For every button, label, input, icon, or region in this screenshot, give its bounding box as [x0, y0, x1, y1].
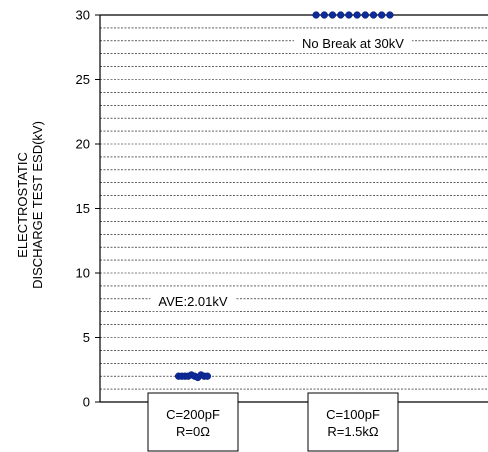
category-label-line: R=0Ω — [176, 424, 210, 439]
category-label-box: C=200pF R=0Ω — [147, 392, 239, 452]
annotation-background — [294, 33, 412, 54]
grid-lines — [100, 27, 488, 390]
category-box-border — [307, 392, 399, 452]
data-point — [353, 11, 361, 19]
data-point — [328, 11, 337, 19]
y-tick-label: 15 — [76, 201, 90, 216]
data-point — [386, 11, 394, 19]
annotation-text: No Break at 30kV — [302, 36, 404, 51]
data-point — [320, 11, 328, 19]
data-point — [312, 11, 320, 19]
annotations: No Break at 30kV AVE:2.01kV — [150, 33, 412, 312]
y-tick-label: 10 — [76, 266, 90, 281]
y-tick-label: 25 — [76, 72, 90, 87]
annotation-text: AVE:2.01kV — [158, 294, 227, 309]
y-tick-label: 20 — [76, 137, 90, 152]
y-tick-label: 30 — [76, 8, 90, 23]
data-point — [203, 372, 212, 380]
y-tick-label: 0 — [83, 395, 90, 410]
data-point — [337, 11, 345, 19]
data-points — [174, 11, 394, 382]
category-labels: C=200pF R=0Ω C=100pF R=1.5kΩ — [147, 392, 399, 452]
category-label-line: C=200pF — [166, 407, 220, 422]
y-axis-label-line-1: ELECTROSTATIC — [15, 152, 30, 258]
y-tick-label: 5 — [83, 330, 90, 345]
data-point — [345, 11, 353, 19]
category-box-border — [147, 392, 239, 452]
y-axis-label: ELECTROSTATIC DISCHARGE TEST ESD(kV) — [2, 60, 58, 350]
data-point — [361, 11, 369, 19]
y-axis-label-line-2: DISCHARGE TEST ESD(kV) — [30, 121, 45, 289]
data-point — [369, 11, 378, 19]
category-label-line: R=1.5kΩ — [327, 424, 379, 439]
category-label-line: C=100pF — [326, 407, 380, 422]
data-point — [378, 11, 386, 19]
annotation-background — [150, 291, 236, 312]
category-label-box: C=100pF R=1.5kΩ — [307, 392, 399, 452]
